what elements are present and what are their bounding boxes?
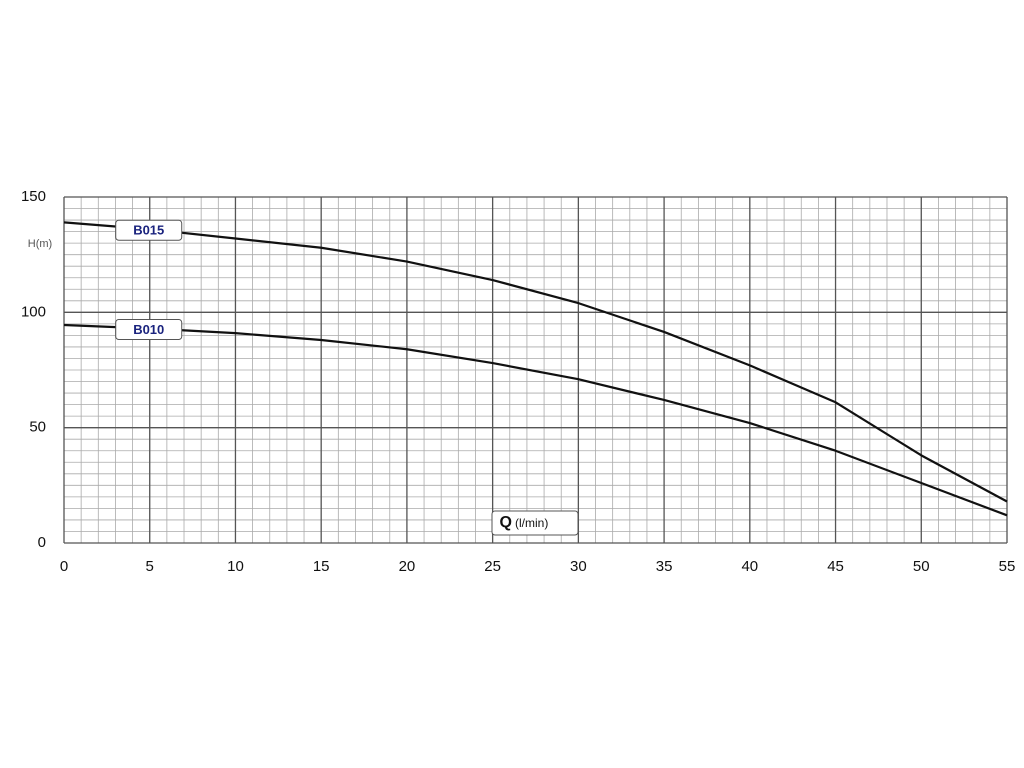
- y-tick-label: 150: [21, 188, 46, 205]
- series-label-box: [115, 318, 183, 340]
- y-tick-label: 0: [38, 534, 46, 551]
- x-tick-label: 45: [827, 558, 844, 575]
- x-tick-label: 55: [999, 558, 1016, 575]
- y-tick-label: 100: [21, 303, 46, 320]
- x-tick-label: 10: [227, 558, 244, 575]
- x-tick-label: 30: [570, 558, 587, 575]
- series-label: B010: [133, 322, 164, 337]
- x-tick-label: 25: [484, 558, 501, 575]
- grid: [63, 196, 1008, 544]
- x-tick-label: 0: [60, 558, 68, 575]
- x-tick-label: 20: [399, 558, 416, 575]
- x-tick-label: 50: [913, 558, 930, 575]
- x-axis-unit: (l/min): [515, 516, 548, 530]
- series-label-box: [115, 219, 183, 241]
- x-tick-label: 35: [656, 558, 673, 575]
- series-line: [63, 323, 1008, 517]
- x-tick-label: 5: [146, 558, 154, 575]
- x-tick-label: 40: [741, 558, 758, 575]
- x-label-box: [491, 510, 579, 536]
- series-line: [63, 221, 1008, 503]
- x-axis-label: Q: [500, 514, 512, 531]
- y-tick-label: 50: [29, 419, 46, 436]
- series-label: B015: [133, 223, 164, 238]
- y-axis-label: H(m): [28, 238, 52, 250]
- x-tick-label: 15: [313, 558, 330, 575]
